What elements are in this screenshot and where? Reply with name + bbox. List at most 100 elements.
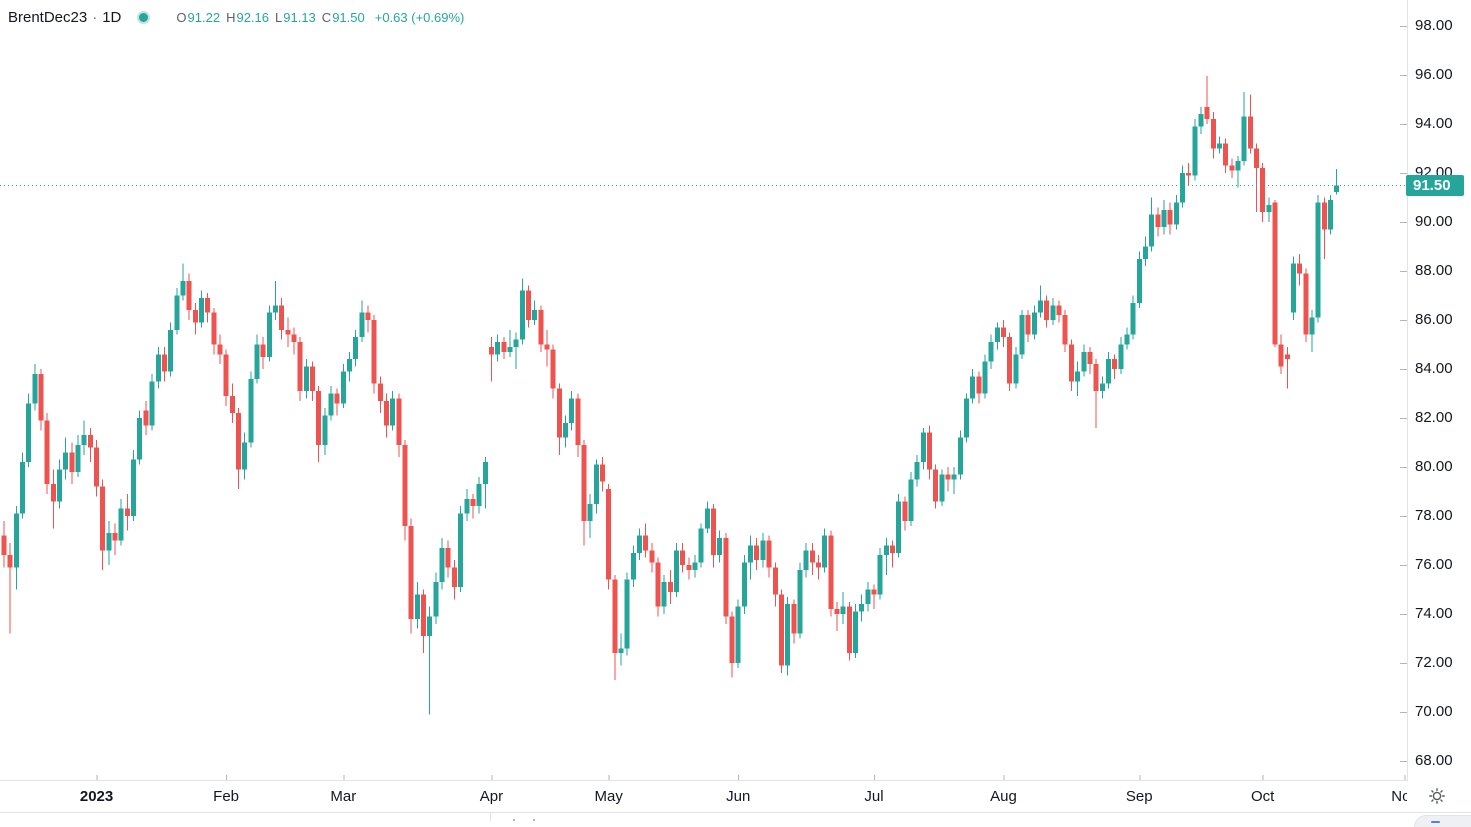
candle[interactable] bbox=[507, 346, 513, 352]
candle[interactable] bbox=[149, 381, 155, 426]
candle[interactable] bbox=[834, 609, 840, 614]
candle[interactable] bbox=[118, 508, 124, 541]
candle[interactable] bbox=[347, 359, 353, 372]
candle[interactable] bbox=[451, 567, 457, 588]
candle[interactable] bbox=[1001, 327, 1007, 338]
candle[interactable] bbox=[1118, 344, 1124, 370]
candle[interactable] bbox=[1266, 204, 1272, 213]
candle[interactable] bbox=[785, 604, 791, 666]
candle[interactable] bbox=[390, 398, 396, 426]
candle[interactable] bbox=[501, 342, 507, 352]
candle[interactable] bbox=[791, 604, 797, 634]
candle[interactable] bbox=[674, 550, 680, 592]
candle[interactable] bbox=[1081, 351, 1087, 372]
candle[interactable] bbox=[427, 616, 433, 637]
candle[interactable] bbox=[470, 498, 476, 507]
candle[interactable] bbox=[741, 562, 747, 607]
candle[interactable] bbox=[1050, 305, 1056, 320]
candle[interactable] bbox=[1087, 351, 1093, 365]
candle[interactable] bbox=[340, 371, 346, 404]
candle[interactable] bbox=[1272, 202, 1278, 345]
candle[interactable] bbox=[365, 312, 371, 320]
candle[interactable] bbox=[704, 508, 710, 529]
candle[interactable] bbox=[297, 342, 303, 392]
candle[interactable] bbox=[124, 508, 130, 516]
candle[interactable] bbox=[1254, 148, 1260, 169]
candle[interactable] bbox=[260, 344, 266, 357]
candle[interactable] bbox=[353, 337, 359, 360]
candle[interactable] bbox=[1260, 168, 1266, 213]
candle[interactable] bbox=[945, 474, 951, 480]
candle[interactable] bbox=[1142, 246, 1148, 259]
price-axis[interactable]: 98.00 96.00 94.00 92.00 90.00 88.00 86.00 84.00… bbox=[1408, 0, 1471, 812]
candle[interactable] bbox=[803, 550, 809, 570]
candle[interactable] bbox=[1075, 371, 1081, 382]
candle[interactable] bbox=[902, 501, 908, 521]
candle[interactable] bbox=[186, 280, 192, 311]
candle[interactable] bbox=[242, 442, 248, 470]
candle[interactable] bbox=[544, 344, 550, 350]
candle[interactable] bbox=[1229, 165, 1235, 171]
candle[interactable] bbox=[815, 562, 821, 568]
candle[interactable] bbox=[303, 366, 309, 392]
candle[interactable] bbox=[1186, 173, 1192, 176]
candle[interactable] bbox=[964, 398, 970, 438]
candle[interactable] bbox=[1031, 312, 1037, 335]
candle[interactable] bbox=[488, 346, 494, 355]
candle[interactable] bbox=[581, 444, 587, 521]
candle[interactable] bbox=[316, 391, 322, 445]
candle[interactable] bbox=[1136, 258, 1142, 303]
candle[interactable] bbox=[927, 432, 932, 470]
candle[interactable] bbox=[1223, 143, 1229, 166]
candle[interactable] bbox=[624, 579, 630, 649]
candle[interactable] bbox=[1155, 214, 1161, 227]
candle[interactable] bbox=[458, 513, 464, 588]
candle[interactable] bbox=[587, 503, 593, 521]
candle[interactable] bbox=[933, 469, 939, 502]
candle[interactable] bbox=[828, 535, 834, 610]
candle[interactable] bbox=[846, 606, 852, 654]
candle[interactable] bbox=[994, 327, 1000, 343]
candle[interactable] bbox=[168, 329, 174, 372]
candle[interactable] bbox=[310, 366, 315, 392]
candle[interactable] bbox=[482, 462, 488, 485]
candle[interactable] bbox=[939, 474, 945, 502]
candle[interactable] bbox=[322, 415, 328, 445]
candle[interactable] bbox=[513, 339, 519, 347]
candle[interactable] bbox=[291, 334, 297, 343]
candle[interactable] bbox=[75, 444, 81, 472]
candle[interactable] bbox=[1099, 383, 1105, 392]
candle[interactable] bbox=[1241, 116, 1247, 161]
gear-icon[interactable] bbox=[1429, 788, 1445, 804]
candle[interactable] bbox=[680, 550, 686, 565]
candle[interactable] bbox=[476, 484, 482, 507]
candle[interactable] bbox=[69, 452, 75, 472]
candle[interactable] bbox=[81, 435, 87, 445]
candle[interactable] bbox=[920, 432, 926, 463]
candle[interactable] bbox=[519, 290, 525, 340]
candle[interactable] bbox=[562, 422, 568, 438]
candle[interactable] bbox=[896, 501, 902, 553]
candle[interactable] bbox=[1321, 202, 1327, 230]
candle[interactable] bbox=[1124, 334, 1130, 345]
candle[interactable] bbox=[569, 398, 575, 423]
interval-label[interactable]: 1D bbox=[102, 8, 122, 26]
candle[interactable] bbox=[643, 535, 649, 551]
candle[interactable] bbox=[957, 437, 963, 475]
candle[interactable] bbox=[1204, 106, 1210, 120]
candle[interactable] bbox=[254, 344, 260, 379]
candle[interactable] bbox=[612, 579, 618, 654]
candle[interactable] bbox=[174, 295, 180, 330]
candle[interactable] bbox=[1019, 315, 1025, 355]
candle[interactable] bbox=[106, 533, 112, 551]
candle[interactable] bbox=[877, 555, 883, 595]
candle[interactable] bbox=[1303, 273, 1309, 335]
candle[interactable] bbox=[729, 616, 735, 663]
candle[interactable] bbox=[223, 354, 229, 396]
candle[interactable] bbox=[13, 513, 19, 568]
candle[interactable] bbox=[421, 594, 427, 637]
candle[interactable] bbox=[161, 354, 167, 372]
candle[interactable] bbox=[384, 400, 390, 426]
candle[interactable] bbox=[1130, 302, 1136, 335]
candle[interactable] bbox=[889, 545, 895, 553]
